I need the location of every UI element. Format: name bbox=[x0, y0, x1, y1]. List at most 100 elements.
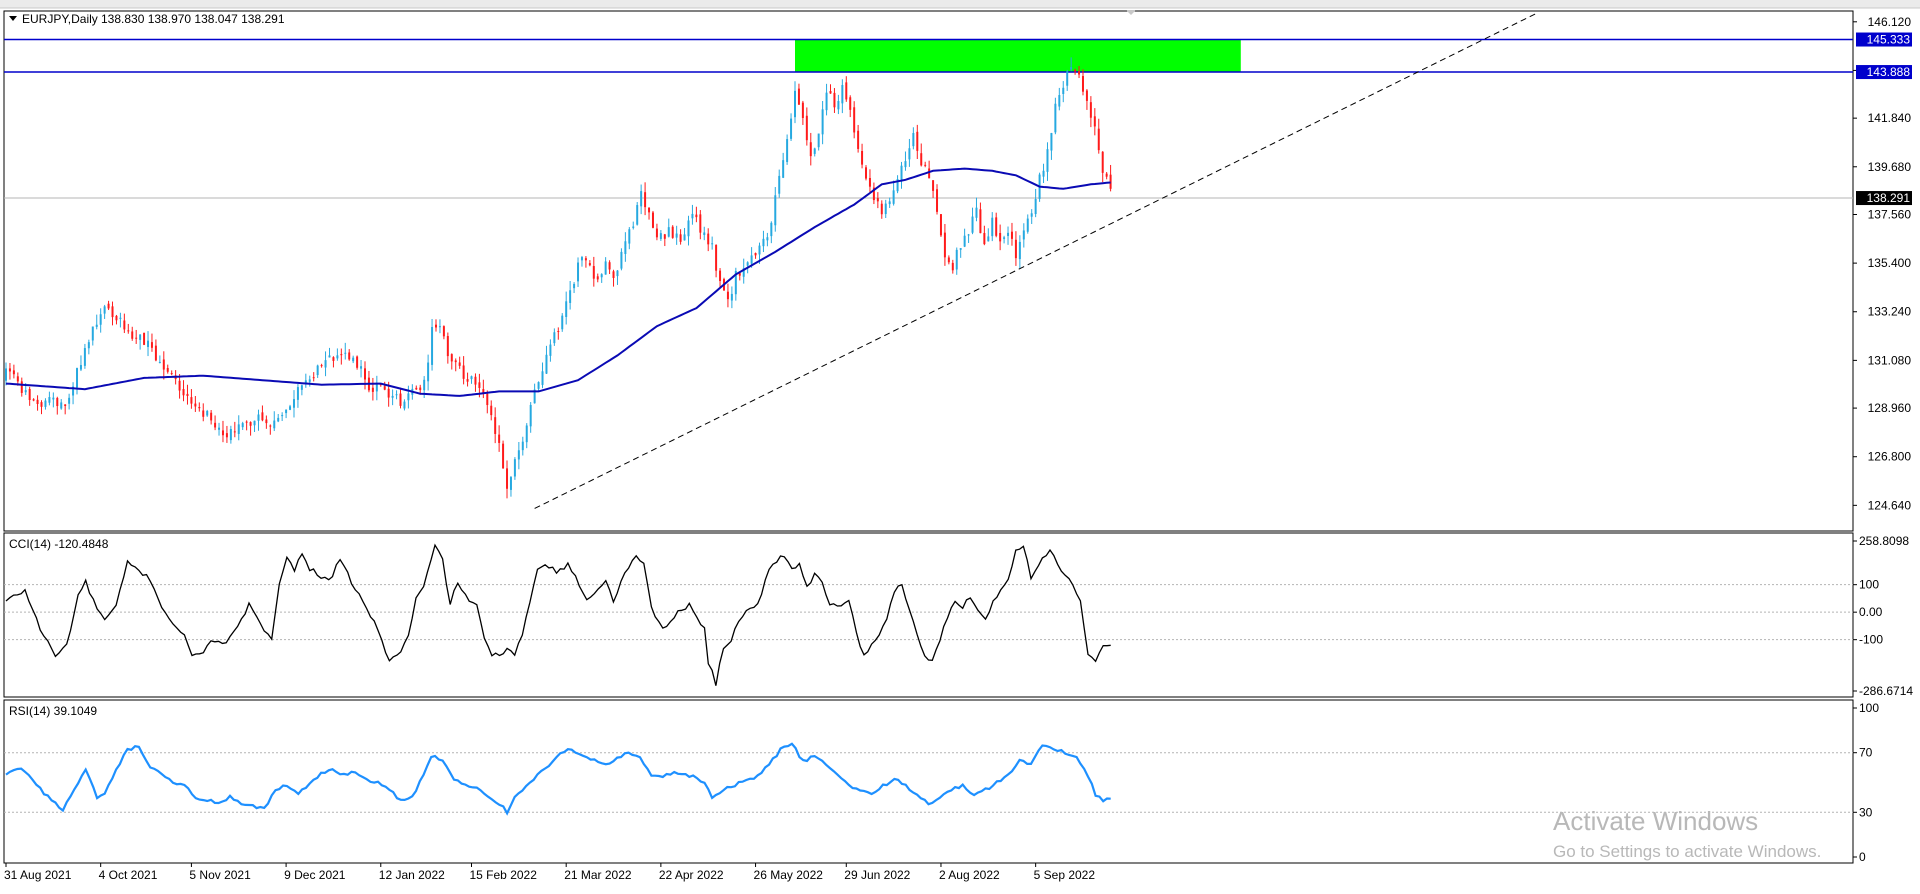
price-axis-label: 137.560 bbox=[1868, 207, 1912, 221]
candle-body bbox=[908, 148, 911, 160]
candle-body bbox=[837, 100, 840, 110]
candle-body bbox=[64, 404, 67, 406]
time-axis-label: 26 May 2022 bbox=[754, 868, 824, 882]
candle-body bbox=[76, 368, 79, 388]
candle-body bbox=[202, 410, 205, 417]
candle-body bbox=[797, 88, 800, 105]
candle-body bbox=[608, 262, 611, 270]
candle-body bbox=[225, 433, 228, 438]
time-axis-label: 29 Jun 2022 bbox=[844, 868, 910, 882]
candle-body bbox=[1078, 71, 1081, 75]
candle-body bbox=[1074, 69, 1077, 72]
rsi-line bbox=[5, 742, 1111, 816]
time-axis-label: 9 Dec 2021 bbox=[284, 868, 346, 882]
candle-body bbox=[166, 367, 169, 372]
candle-body bbox=[131, 331, 134, 339]
time-axis-label: 12 Jan 2022 bbox=[379, 868, 445, 882]
candle-body bbox=[762, 238, 765, 247]
candle-body bbox=[936, 189, 939, 212]
candle-body bbox=[407, 393, 410, 401]
activate-windows-title: Activate Windows bbox=[1553, 806, 1759, 836]
candle-body bbox=[703, 232, 706, 235]
candle-body bbox=[790, 118, 793, 139]
candle-body bbox=[289, 406, 292, 410]
candle-body bbox=[679, 234, 682, 242]
candle-body bbox=[766, 237, 769, 241]
price-panel-frame bbox=[3, 10, 1854, 532]
candle-body bbox=[632, 226, 635, 228]
candle-body bbox=[127, 330, 130, 332]
candle-body bbox=[865, 167, 868, 179]
candle-body bbox=[809, 142, 812, 157]
candle-body bbox=[506, 468, 509, 489]
candle-body bbox=[683, 234, 686, 241]
candle-body bbox=[588, 263, 591, 266]
ascending-trendline[interactable] bbox=[534, 12, 1537, 509]
candle-body bbox=[715, 245, 718, 271]
candle-body bbox=[726, 291, 729, 300]
candle-body bbox=[584, 258, 587, 261]
candle-body bbox=[360, 366, 363, 369]
time-axis-label: 22 Apr 2022 bbox=[659, 868, 724, 882]
candle-body bbox=[943, 232, 946, 258]
candle-body bbox=[521, 441, 524, 451]
candle-body bbox=[147, 340, 150, 347]
candle-body bbox=[624, 241, 627, 254]
rsi-axis-label: 30 bbox=[1859, 805, 1873, 819]
cci-title: CCI(14) -120.4848 bbox=[9, 537, 109, 551]
candle-body bbox=[48, 397, 51, 403]
candle-body bbox=[932, 180, 935, 191]
candle-body bbox=[1014, 239, 1017, 259]
candle-body bbox=[454, 360, 457, 363]
candle-body bbox=[186, 393, 189, 396]
price-axis-label: 124.640 bbox=[1868, 498, 1912, 512]
shift-marker-icon[interactable] bbox=[1126, 10, 1136, 15]
candle-body bbox=[79, 365, 82, 370]
candle-body bbox=[32, 399, 35, 401]
chart-menu-triangle-icon[interactable] bbox=[9, 16, 17, 21]
candle-body bbox=[111, 306, 114, 318]
cci-axis-label: 100 bbox=[1859, 578, 1879, 592]
candle-body bbox=[1034, 198, 1037, 215]
candle-body bbox=[1050, 133, 1053, 151]
candle-body bbox=[115, 315, 118, 321]
candle-body bbox=[541, 371, 544, 385]
candle-body bbox=[214, 422, 217, 428]
candle-body bbox=[754, 253, 757, 256]
candle-body bbox=[801, 102, 804, 118]
candle-body bbox=[557, 330, 560, 332]
candle-body bbox=[640, 191, 643, 207]
candle-body bbox=[928, 168, 931, 179]
candle-body bbox=[356, 356, 359, 368]
cci-panel-frame bbox=[3, 532, 1854, 698]
moving-average-line bbox=[5, 167, 1111, 397]
candle-body bbox=[83, 348, 86, 366]
candle-body bbox=[154, 345, 157, 361]
candle-body bbox=[509, 477, 512, 490]
cci-axis-label: 258.8098 bbox=[1859, 534, 1909, 548]
candle-body bbox=[20, 381, 23, 393]
candle-body bbox=[170, 373, 173, 375]
candle-body bbox=[423, 379, 426, 391]
candle-body bbox=[304, 380, 307, 384]
cci-axis-label: -100 bbox=[1859, 633, 1883, 647]
time-axis-label: 2 Aug 2022 bbox=[939, 868, 1000, 882]
candle-body bbox=[1046, 149, 1049, 172]
candle-body bbox=[486, 393, 489, 406]
time-axis-label: 4 Oct 2021 bbox=[99, 868, 158, 882]
candle-body bbox=[1010, 231, 1013, 239]
candle-body bbox=[261, 412, 264, 421]
candle-body bbox=[56, 397, 59, 407]
candle-body bbox=[525, 425, 528, 443]
candle-body bbox=[332, 357, 335, 361]
candle-body bbox=[569, 290, 572, 303]
candle-body bbox=[794, 90, 796, 118]
candle-body bbox=[281, 415, 284, 417]
candle-body bbox=[999, 233, 1002, 242]
candle-body bbox=[991, 217, 994, 237]
candle-body bbox=[529, 404, 532, 427]
cci-axis-label: -286.6714 bbox=[1859, 684, 1913, 698]
ohlc-values: 138.830 138.970 138.047 138.291 bbox=[101, 12, 285, 26]
